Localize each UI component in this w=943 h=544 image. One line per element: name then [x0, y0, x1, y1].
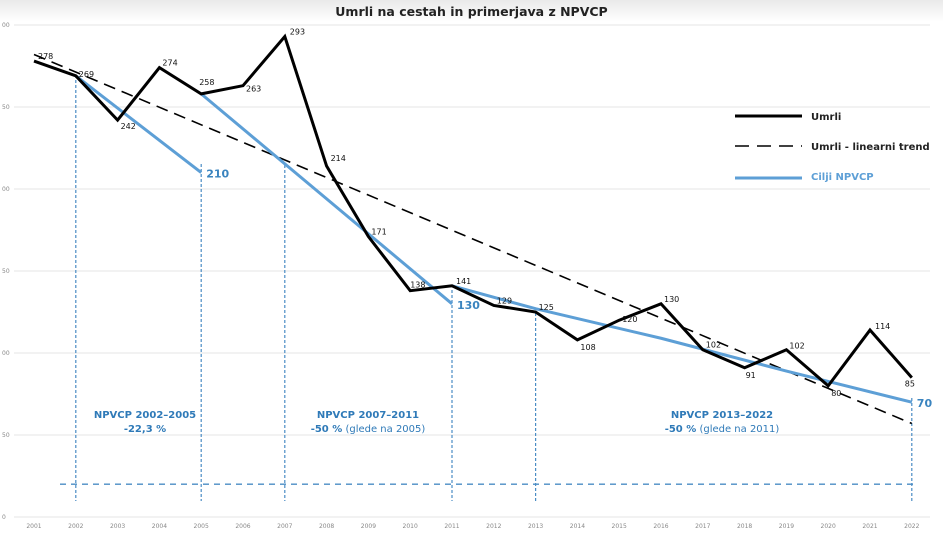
trend-line: [33, 53, 913, 425]
y-tick-label: 00: [2, 350, 10, 357]
x-tick-label: 2004: [152, 523, 167, 530]
series: [33, 33, 913, 425]
x-tick-label: 2021: [862, 523, 877, 530]
x-tick-label: 2009: [361, 523, 376, 530]
x-tick-label: 2020: [821, 523, 836, 530]
x-tick-label: 2015: [612, 523, 627, 530]
annotation-1-title: NPVCP 2002–2005: [94, 410, 196, 421]
reference-lines: [60, 75, 917, 501]
x-tick-label: 2003: [110, 523, 125, 530]
deaths-data-label: 171: [371, 228, 386, 237]
deaths-data-label: 80: [831, 389, 841, 398]
annotation-1-change: -22,3 %: [124, 424, 166, 435]
x-tick-label: 2014: [570, 523, 585, 530]
legend-label-umrli: Umrli: [811, 112, 841, 123]
period-annotations: NPVCP 2002–2005 -22,3 % NPVCP 2007–2011 …: [94, 410, 780, 435]
x-tick-label: 2016: [653, 523, 668, 530]
deaths-data-label: 91: [746, 371, 756, 380]
x-tick-label: 2008: [319, 523, 334, 530]
legend: Umrli Umrli - linearni trend Cilji NPVCP: [735, 112, 930, 183]
legend-label-target: Cilji NPVCP: [811, 172, 874, 183]
x-axis-ticks: 2001 2002 2003 2004 2005 2006 2007 2008 2009 2010…: [26, 523, 919, 530]
y-tick-label: 50: [2, 432, 10, 439]
x-tick-label: 2007: [277, 523, 292, 530]
x-tick-label: 2001: [26, 523, 41, 530]
legend-label-trend: Umrli - linearni trend: [811, 142, 930, 153]
deaths-data-label: 278: [38, 52, 53, 61]
annotation-3-pct: -50 %: [665, 424, 697, 435]
target-end-label: 210: [206, 168, 229, 181]
annotation-2-change: -50 % (glede na 2005): [311, 424, 426, 435]
annotation-2-pct: -50 %: [311, 424, 343, 435]
annotation-3-title: NPVCP 2013–2022: [671, 410, 773, 421]
target-line-segment-2: [200, 92, 453, 305]
annotation-1-pct: -22,3 %: [124, 424, 166, 435]
x-tick-label: 2019: [779, 523, 794, 530]
x-tick-label: 2017: [695, 523, 710, 530]
x-tick-label: 2002: [68, 523, 83, 530]
y-tick-label: 0: [2, 514, 6, 521]
deaths-data-label: 102: [706, 341, 721, 350]
deaths-data-label: 130: [664, 295, 679, 304]
deaths-data-label: 141: [456, 277, 471, 286]
x-tick-label: 2010: [403, 523, 418, 530]
x-tick-label: 2006: [235, 523, 250, 530]
x-tick-label: 2022: [904, 523, 919, 530]
target-line-segment-1: [74, 74, 203, 174]
deaths-data-label: 138: [410, 281, 425, 290]
title-band: [0, 0, 943, 22]
chart-title: Umrli na cestah in primerjava z NPVCP: [335, 4, 608, 19]
deaths-data-label: 263: [246, 85, 261, 94]
deaths-data-label: 242: [121, 122, 136, 131]
x-tick-label: 2005: [194, 523, 209, 530]
deaths-data-label: 125: [539, 303, 554, 312]
x-tick-label: 2012: [486, 523, 501, 530]
deaths-data-label: 293: [290, 27, 305, 36]
y-tick-label: 50: [2, 104, 10, 111]
deaths-data-label: 102: [789, 342, 804, 351]
x-tick-label: 2013: [528, 523, 543, 530]
annotation-2-title: NPVCP 2007–2011: [317, 410, 419, 421]
deaths-data-label: 269: [79, 70, 94, 79]
data-labels: 210 130 70 278 269 242 274 258 263 293 214 171 138 14…: [38, 27, 932, 410]
y-axis-ticks: 0 50 00 50 00 50 00: [2, 22, 10, 521]
y-tick-label: 00: [2, 186, 10, 193]
deaths-data-label: 108: [580, 343, 595, 352]
x-tick-label: 2011: [444, 523, 459, 530]
y-tick-label: 00: [2, 22, 10, 29]
deaths-data-label: 120: [622, 315, 637, 324]
annotation-2-note: (glede na 2005): [342, 424, 425, 435]
deaths-data-label: 214: [331, 154, 346, 163]
annotation-3-change: -50 % (glede na 2011): [665, 424, 780, 435]
target-end-label: 130: [457, 299, 480, 312]
deaths-data-label: 85: [905, 380, 915, 389]
deaths-line: [33, 33, 913, 388]
gridlines: [14, 24, 930, 518]
deaths-data-label: 129: [497, 296, 512, 305]
target-line-segment-3: [451, 284, 913, 404]
deaths-data-label: 258: [199, 78, 214, 87]
deaths-data-label: 274: [162, 59, 177, 68]
annotation-3-note: (glede na 2011): [696, 424, 779, 435]
y-tick-label: 50: [2, 268, 10, 275]
x-tick-label: 2018: [737, 523, 752, 530]
target-end-label: 70: [917, 397, 933, 410]
deaths-data-label: 114: [875, 322, 890, 331]
